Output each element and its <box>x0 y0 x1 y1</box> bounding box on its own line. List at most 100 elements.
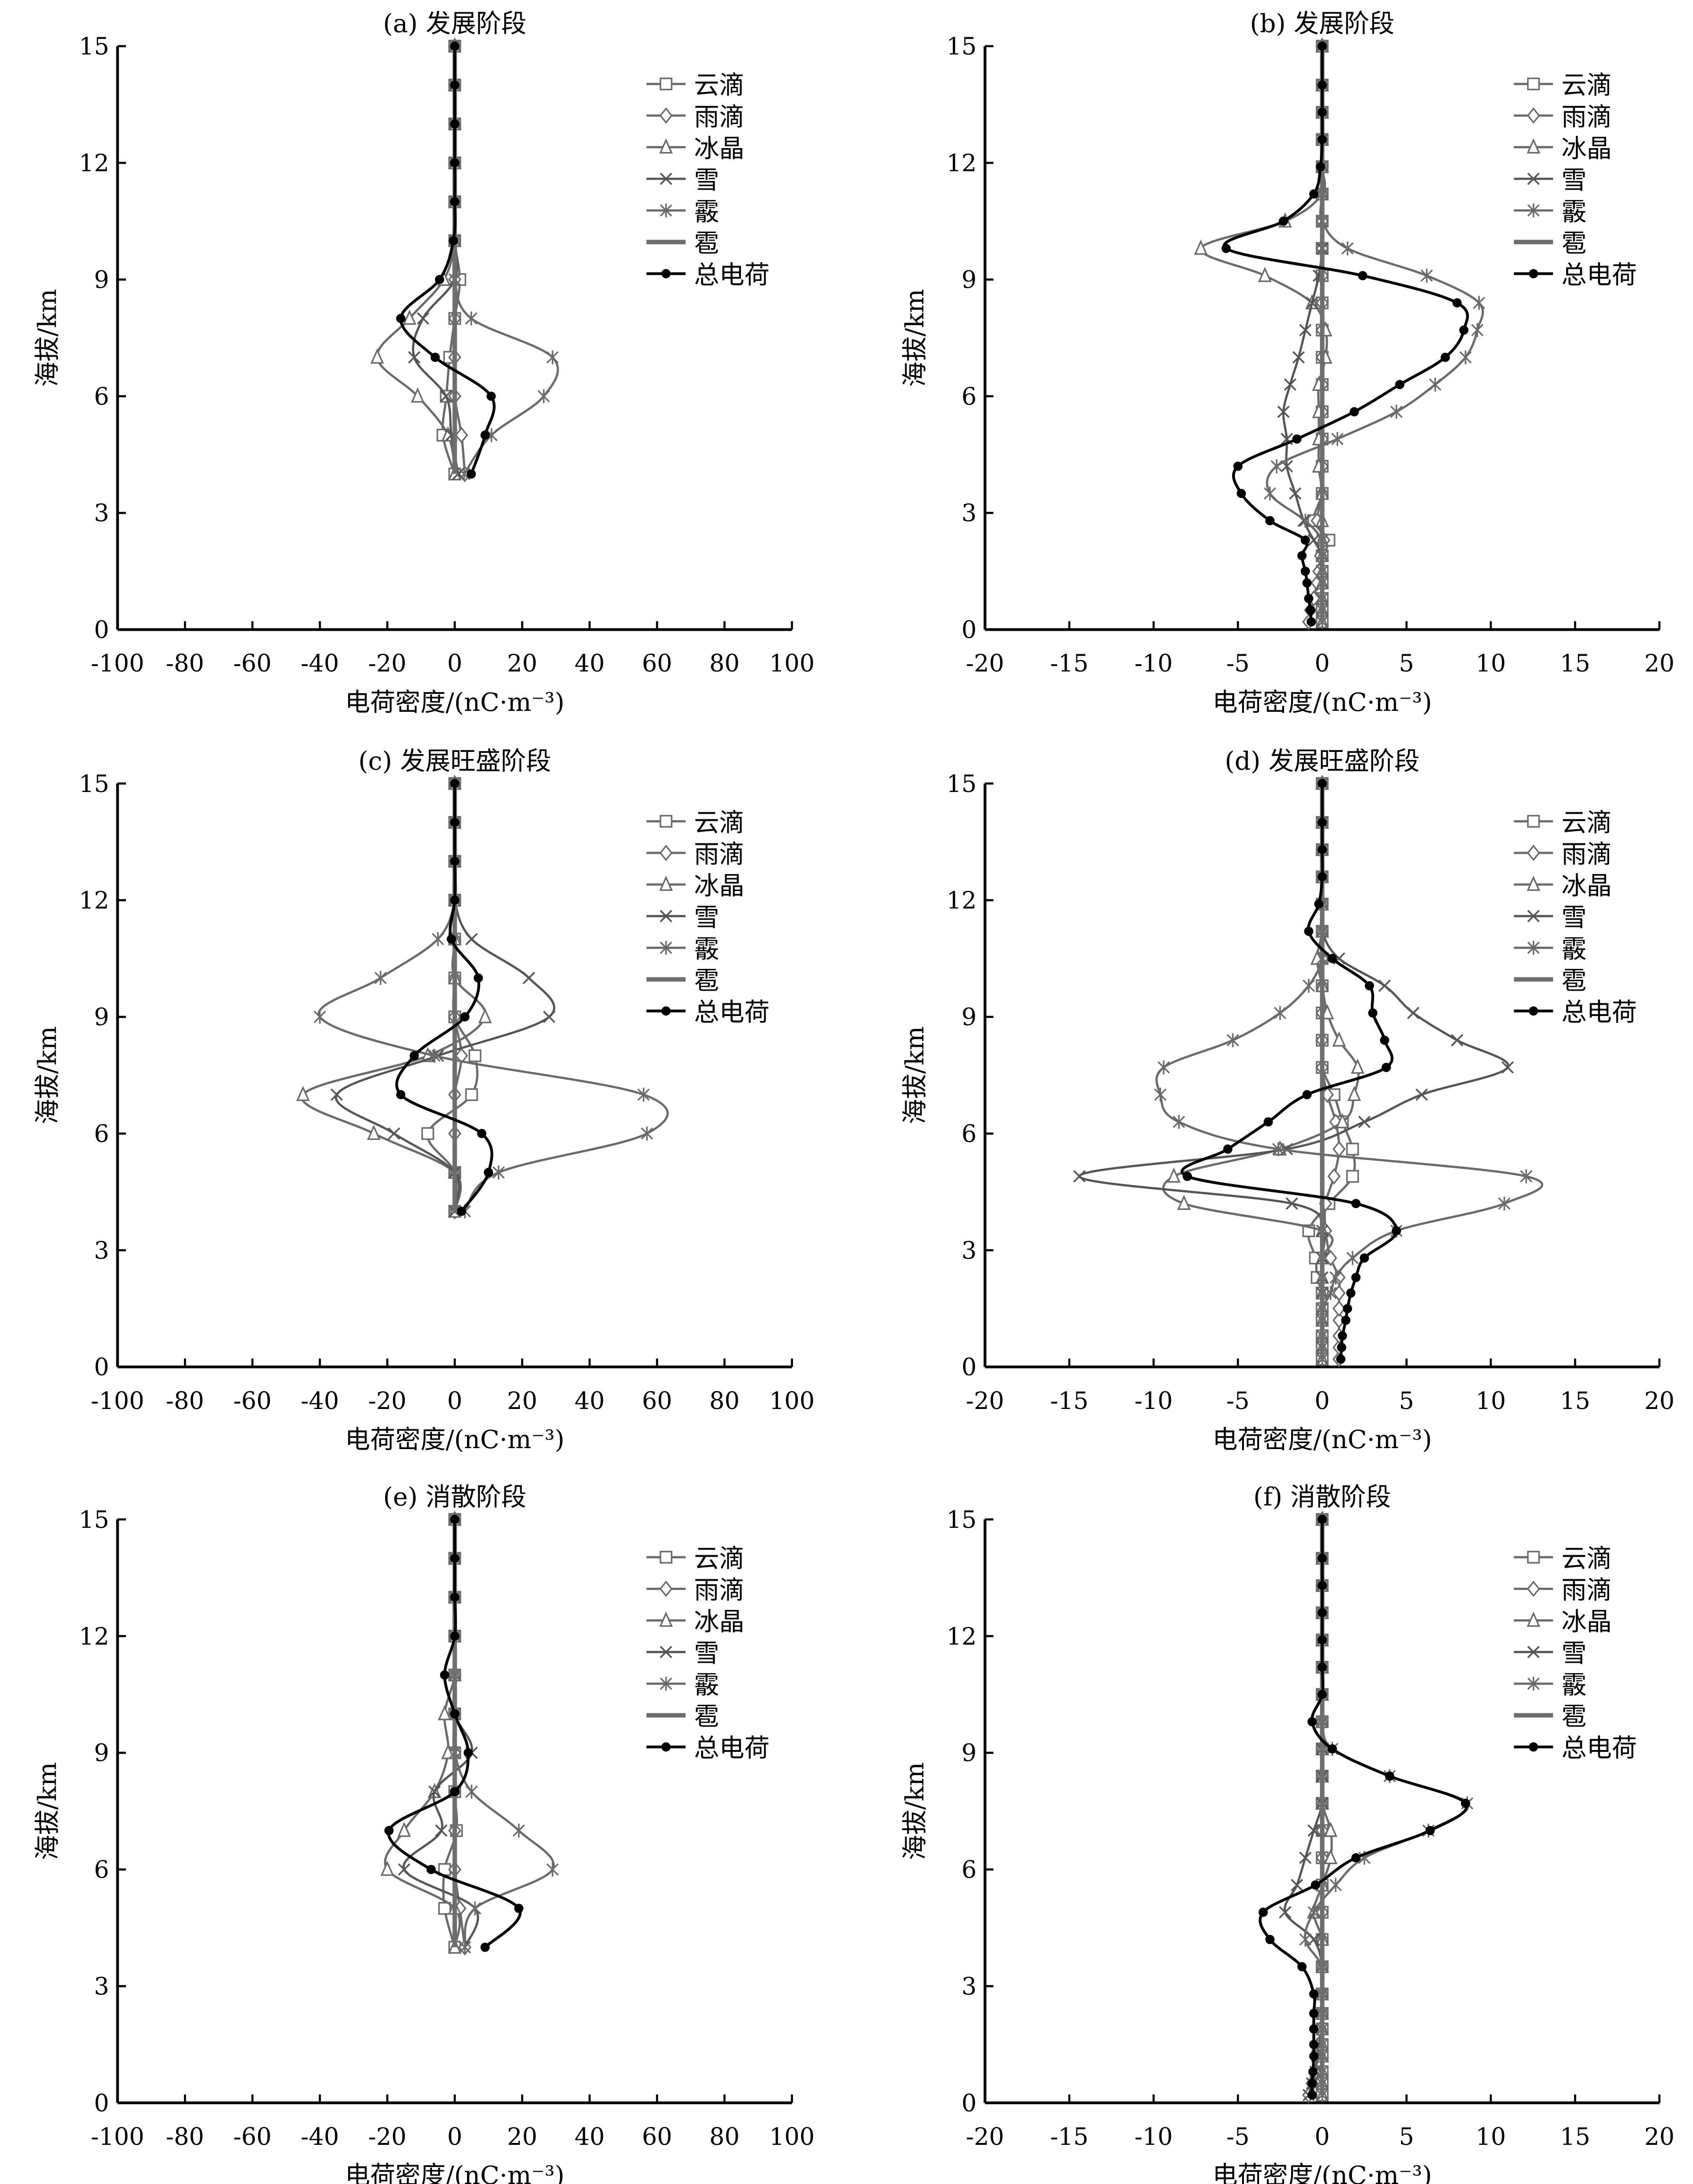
asterisk-marker <box>1473 296 1485 310</box>
triangle-marker <box>1332 1031 1346 1047</box>
legend-item-graupel: 霰 <box>646 934 719 964</box>
circle-marker <box>1318 872 1327 882</box>
legend-item-cloud: 云滴 <box>1514 1543 1612 1573</box>
series-line-graupel <box>452 46 559 475</box>
x-tick-label: -10 <box>1134 650 1173 677</box>
circle-marker <box>450 1553 459 1563</box>
y-tick-label: 9 <box>961 1739 976 1767</box>
legend-label: 霰 <box>1561 934 1586 964</box>
chart-panel-b: (b) 发展阶段 0 3 6 9 12 15 -20 -15 -10 -5 0 5 10 15 20 电荷密度/… <box>900 8 1675 717</box>
triangle-marker <box>411 387 425 403</box>
x-tick-label: -20 <box>966 650 1004 677</box>
circle-marker <box>460 1012 470 1022</box>
circle-marker <box>450 779 459 788</box>
triangle-marker <box>441 1744 455 1759</box>
circle-marker <box>661 1742 671 1752</box>
circle-marker <box>1327 954 1337 963</box>
x-tick-label: 60 <box>642 1387 672 1415</box>
circle-marker <box>1310 1880 1320 1890</box>
circle-marker <box>1318 1635 1327 1645</box>
circle-marker <box>1346 1288 1356 1298</box>
diamond-marker <box>1324 1250 1337 1267</box>
asterisk-marker <box>641 1126 653 1141</box>
legend-label: 雹 <box>1561 966 1586 995</box>
x-tick-label: 0 <box>447 1387 462 1415</box>
circle-marker <box>1350 407 1359 417</box>
x-axis-label: 电荷密度/(nC·m⁻³) <box>1212 687 1432 717</box>
y-axis-label: 海拔/km <box>33 289 62 387</box>
circle-marker <box>450 1515 459 1524</box>
legend-label: 雹 <box>694 1701 719 1731</box>
legend-item-cloud: 云滴 <box>1514 808 1612 837</box>
circle-marker <box>1301 535 1310 545</box>
x-marker <box>330 1088 343 1101</box>
x-tick-label: -5 <box>1226 2123 1250 2151</box>
circle-marker <box>1351 1853 1361 1863</box>
asterisk-marker <box>1299 514 1312 528</box>
legend-label: 云滴 <box>1561 808 1612 837</box>
asterisk-marker <box>1299 1932 1312 1947</box>
circle-marker <box>1309 2051 1318 2061</box>
series-line-graupel <box>1155 783 1543 1359</box>
series-line-ice <box>300 783 487 1212</box>
asterisk-marker <box>432 932 444 946</box>
asterisk-marker <box>659 1676 672 1691</box>
legend-item-rain: 雨滴 <box>1514 102 1612 132</box>
y-tick-label: 3 <box>961 1236 976 1264</box>
diamond-marker <box>1526 844 1540 861</box>
y-tick-label: 15 <box>79 1506 109 1534</box>
x-marker <box>1358 1116 1371 1128</box>
series-graupel <box>1154 776 1543 1367</box>
circle-marker <box>1529 269 1538 278</box>
y-axis-label: 海拔/km <box>33 1026 62 1125</box>
y-tick-label: 6 <box>94 383 109 410</box>
circle-marker <box>1381 1063 1391 1072</box>
triangle-marker <box>402 309 417 325</box>
x-tick-label: -20 <box>368 650 406 677</box>
legend-label: 雪 <box>694 165 719 195</box>
circle-marker <box>1358 271 1368 281</box>
legend-item-graupel: 霰 <box>1514 1670 1587 1700</box>
y-tick-label: 15 <box>946 33 976 60</box>
x-tick-label: 20 <box>1644 1387 1675 1415</box>
circle-marker <box>1318 1690 1327 1699</box>
circle-marker <box>1343 1304 1352 1313</box>
legend-label: 雨滴 <box>1561 102 1612 132</box>
circle-marker <box>1309 2009 1318 2018</box>
circle-marker <box>1278 217 1288 226</box>
x-tick-label: 20 <box>1644 650 1675 677</box>
x-tick-label: 0 <box>1315 2123 1330 2151</box>
y-tick-label: 6 <box>961 383 976 410</box>
legend-label: 雪 <box>694 902 719 932</box>
legend-label: 雨滴 <box>694 102 744 132</box>
asterisk-marker <box>1341 241 1354 256</box>
x-tick-label: 100 <box>769 1387 815 1415</box>
triangle-marker <box>659 1611 673 1627</box>
legend-label: 雨滴 <box>1561 1575 1612 1605</box>
x-marker <box>1501 1061 1514 1074</box>
y-tick-label: 9 <box>94 1739 109 1767</box>
x-marker <box>440 390 452 403</box>
asterisk-marker <box>1498 1196 1510 1211</box>
y-tick-label: 3 <box>961 1972 976 2000</box>
asterisk-marker <box>1527 941 1540 955</box>
chart-title: (e) 消散阶段 <box>383 1482 526 1511</box>
asterisk-marker <box>1157 1060 1170 1075</box>
series-graupel <box>448 39 559 481</box>
series-ice <box>1162 775 1365 1366</box>
square-marker <box>1346 1142 1359 1156</box>
circle-marker <box>1233 461 1243 471</box>
circle-marker <box>1292 434 1302 444</box>
circle-marker <box>450 1709 459 1719</box>
x-tick-label: 40 <box>575 1387 605 1415</box>
series-line-snow <box>1078 783 1510 1359</box>
triangle-marker <box>296 1085 310 1101</box>
x-tick-label: -10 <box>1134 1387 1173 1415</box>
y-tick-label: 0 <box>961 616 976 644</box>
square-marker <box>659 77 673 91</box>
square-marker <box>1527 815 1540 828</box>
x-marker <box>659 910 673 923</box>
x-tick-label: 10 <box>1476 1387 1506 1415</box>
